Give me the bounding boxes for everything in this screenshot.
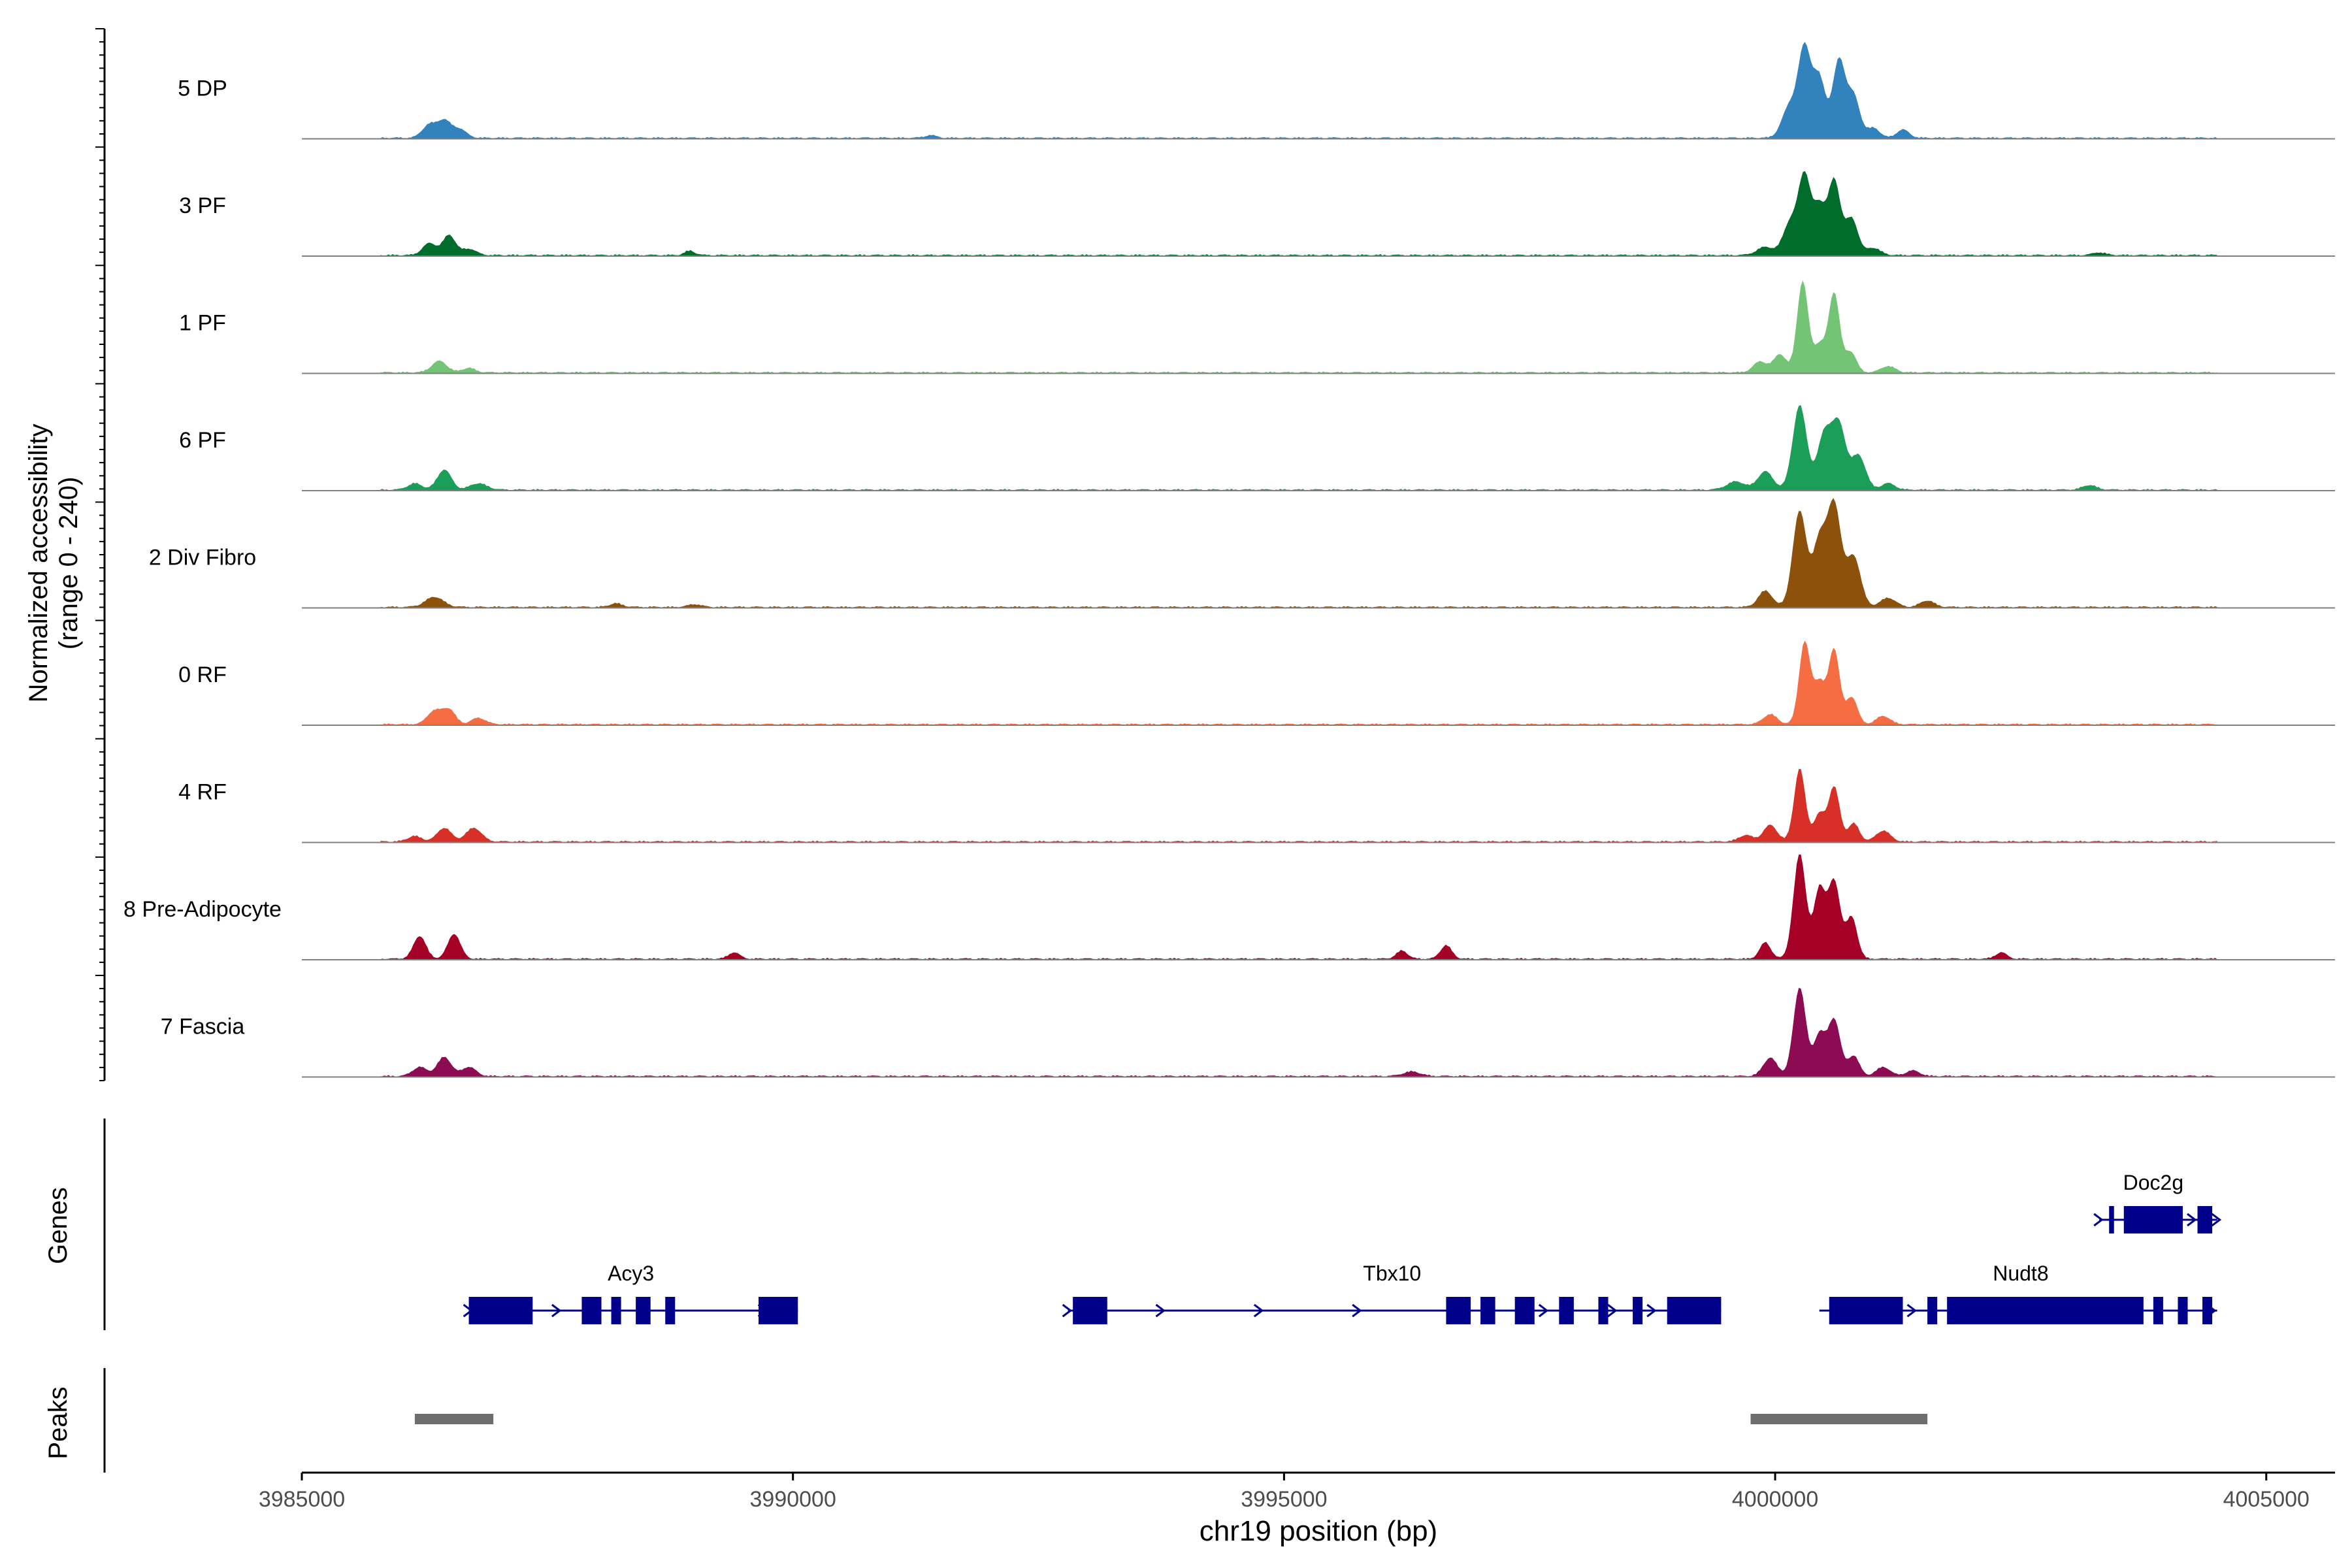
track-6: 0 RF	[178, 640, 2335, 726]
gene-exon	[2153, 1297, 2163, 1324]
coverage-area	[380, 171, 2217, 256]
gene-exon	[2197, 1206, 2213, 1233]
strand-arrow	[2187, 1213, 2197, 1227]
coverage-area	[380, 988, 2217, 1077]
peaks-track-label: Peaks	[44, 1386, 73, 1459]
strand-arrow	[1538, 1303, 1549, 1318]
track-4: 6 PF	[179, 404, 2335, 491]
gene-doc2g: Doc2g	[2093, 1171, 2222, 1233]
strand-arrow	[2211, 1213, 2222, 1227]
gene-exon	[2202, 1297, 2213, 1324]
gene-nudt8: Nudt8	[1819, 1262, 2217, 1324]
coverage-tracks: 5 DP 3 PF 1 PF 6 PF 2 Div Fibro 0 RF 4 RF 8 Pre…	[123, 42, 2335, 1078]
track-label: 2 Div Fibro	[149, 546, 256, 570]
strand-arrow	[1352, 1303, 1362, 1318]
coverage-area	[380, 640, 2217, 725]
gene-exon	[468, 1297, 533, 1324]
gene-exon	[1514, 1297, 1535, 1324]
strand-arrow	[787, 1303, 798, 1318]
strand-arrow	[2206, 1303, 2217, 1318]
track-label: 5 DP	[178, 76, 227, 101]
track-label: 1 PF	[179, 311, 226, 336]
gene-exon	[1829, 1297, 1903, 1324]
strand-arrow	[1646, 1303, 1657, 1318]
x-tick-label: 4000000	[1732, 1487, 1818, 1512]
track-1: 5 DP	[178, 42, 2335, 140]
gene-exon	[1947, 1297, 2144, 1324]
strand-arrow	[1062, 1303, 1073, 1318]
track-label: 0 RF	[178, 662, 227, 687]
coverage-area	[380, 42, 2217, 139]
track-label: 6 PF	[179, 428, 226, 453]
y-axis-ticks	[95, 28, 106, 1081]
gene-exon	[665, 1297, 676, 1324]
strand-arrow	[463, 1303, 474, 1318]
track-7: 4 RF	[178, 769, 2335, 843]
strand-arrow	[1253, 1303, 1264, 1318]
gene-annotation-track: Acy3 Tbx10 Nudt8 Doc2g	[103, 1119, 2222, 1330]
x-axis: 3985000 3990000 3995000 4000000 4005000	[259, 1471, 2335, 1512]
gene-exon	[2123, 1206, 2183, 1233]
strand-arrow	[1906, 1303, 1918, 1318]
x-axis-label: chr19 position (bp)	[1200, 1515, 1437, 1547]
gene-exon	[1073, 1297, 1107, 1324]
coverage-area	[380, 498, 2217, 608]
gene-exon	[1633, 1297, 1643, 1324]
x-tick-label: 4005000	[2223, 1487, 2310, 1512]
gene-exon	[1927, 1297, 1938, 1324]
peak-region	[1750, 1414, 1928, 1424]
gene-label: Tbx10	[1363, 1262, 1421, 1285]
track-2: 3 PF	[179, 171, 2335, 257]
gene-exon	[2109, 1206, 2114, 1233]
gene-label: Doc2g	[2123, 1171, 2184, 1194]
gene-exon	[611, 1297, 621, 1324]
strand-arrow	[757, 1303, 768, 1318]
gene-exon	[581, 1297, 602, 1324]
x-tick-label: 3990000	[750, 1487, 836, 1512]
x-tick-label: 3995000	[1241, 1487, 1327, 1512]
gene-exon	[1480, 1297, 1495, 1324]
coverage-area	[380, 854, 2217, 960]
gene-exon	[2178, 1297, 2188, 1324]
strand-arrow	[1155, 1303, 1166, 1318]
gene-label: Acy3	[608, 1262, 654, 1285]
y-axis-label-line1: Normalized accessibility	[24, 424, 53, 703]
coverage-area	[380, 280, 2217, 374]
gene-label: Nudt8	[1993, 1262, 2048, 1285]
genes-track-label: Genes	[44, 1187, 73, 1264]
track-9: 7 Fascia	[161, 988, 2335, 1078]
track-label: 3 PF	[179, 193, 226, 218]
track-label: 7 Fascia	[161, 1015, 245, 1039]
y-axis-label: Normalized accessibility (range 0 - 240)	[24, 424, 83, 703]
strand-arrow	[2093, 1213, 2104, 1227]
gene-exon	[1667, 1297, 1722, 1324]
gene-acy3: Acy3	[463, 1262, 798, 1324]
track-8: 8 Pre-Adipocyte	[123, 854, 2335, 960]
y-axis-label-line2: (range 0 - 240)	[54, 477, 83, 650]
track-5: 2 Div Fibro	[149, 498, 2335, 609]
gene-exon	[1598, 1297, 1609, 1324]
strand-arrow	[551, 1303, 562, 1318]
coverage-area	[380, 404, 2217, 491]
track-label: 8 Pre-Adipocyte	[123, 897, 282, 922]
peak-track	[103, 1368, 1928, 1473]
x-tick-label: 3985000	[259, 1487, 345, 1512]
peak-region	[414, 1414, 494, 1424]
gene-tbx10: Tbx10	[1062, 1262, 1722, 1324]
strand-arrow	[1607, 1303, 1618, 1318]
track-label: 4 RF	[178, 780, 227, 805]
track-3: 1 PF	[179, 280, 2335, 374]
gene-exon	[1559, 1297, 1574, 1324]
gene-exon	[636, 1297, 651, 1324]
coverage-area	[380, 769, 2217, 843]
gene-exon	[1446, 1297, 1471, 1324]
